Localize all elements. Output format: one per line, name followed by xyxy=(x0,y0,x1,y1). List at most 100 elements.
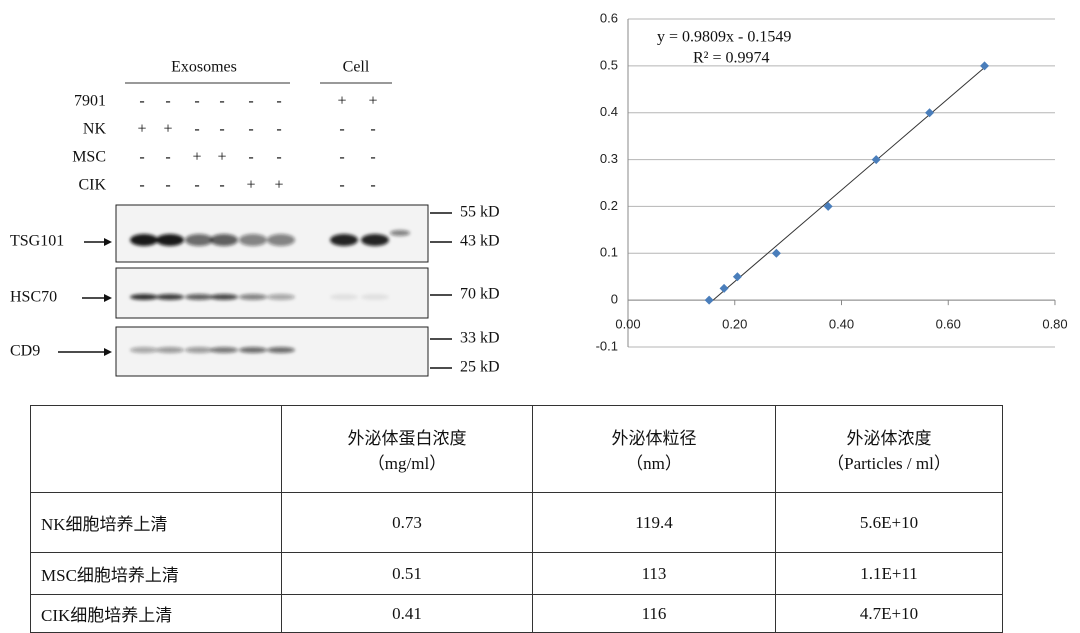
band xyxy=(239,294,267,300)
condition-label: CIK xyxy=(78,177,106,194)
band xyxy=(361,234,389,246)
table-cell: 113 xyxy=(533,553,776,595)
band xyxy=(185,294,213,300)
band xyxy=(210,347,238,353)
condition-label: MSC xyxy=(72,149,106,166)
band xyxy=(185,347,213,353)
point xyxy=(705,296,714,305)
marker-label: 43 kD xyxy=(460,233,500,250)
sign: - xyxy=(248,121,253,138)
sign: + xyxy=(137,121,146,138)
sign: - xyxy=(194,177,199,194)
band xyxy=(185,234,213,246)
y-tick-label: -0.1 xyxy=(596,338,618,353)
table-cell: 0.73 xyxy=(282,493,533,553)
sign: - xyxy=(139,177,144,194)
header-text: （nm） xyxy=(533,449,775,474)
band xyxy=(130,294,158,300)
band xyxy=(330,234,358,246)
sign: - xyxy=(276,121,281,138)
header-cell: 外泌体蛋白浓度（mg/ml） xyxy=(282,406,533,493)
sign: - xyxy=(248,93,253,110)
band xyxy=(156,234,184,246)
band xyxy=(130,234,158,246)
marker-label: 70 kD xyxy=(460,286,500,303)
table-cell: 1.1E+11 xyxy=(776,553,1003,595)
band xyxy=(156,347,184,353)
sign: - xyxy=(370,177,375,194)
sign: - xyxy=(165,177,170,194)
figure: Exosomes Cell 7901------++NK++------MSC-… xyxy=(0,0,1080,400)
header-cell: 外泌体粒径（nm） xyxy=(533,406,776,493)
sign: - xyxy=(339,121,344,138)
protein-label: CD9 xyxy=(10,343,40,360)
y-tick-label: 0.2 xyxy=(600,198,618,213)
table-cell: 116 xyxy=(533,595,776,633)
band xyxy=(361,294,389,300)
header-cell: 外泌体浓度（Particles / ml） xyxy=(776,406,1003,493)
table-cell: NK细胞培养上清 xyxy=(31,493,282,553)
x-tick-label: 0.00 xyxy=(615,317,640,332)
protein-label: HSC70 xyxy=(10,289,57,306)
header-row: 外泌体蛋白浓度（mg/ml） 外泌体粒径（nm） 外泌体浓度（Particles… xyxy=(31,406,1003,493)
point xyxy=(720,284,729,293)
marker-label: 55 kD xyxy=(460,204,500,221)
point xyxy=(925,108,934,117)
band xyxy=(267,234,295,246)
arrowhead xyxy=(104,294,112,302)
sign: - xyxy=(165,149,170,166)
sign: - xyxy=(370,121,375,138)
condition-label: 7901 xyxy=(74,93,106,110)
point xyxy=(772,249,781,258)
marker-label: 25 kD xyxy=(460,359,500,376)
group-label: Cell xyxy=(343,59,370,76)
arrowhead xyxy=(104,348,112,356)
band xyxy=(239,347,267,353)
table-cell: 0.41 xyxy=(282,595,533,633)
sign: - xyxy=(139,93,144,110)
marker-label: 33 kD xyxy=(460,330,500,347)
header-text: 外泌体粒径 xyxy=(533,424,775,449)
y-tick-label: 0.6 xyxy=(600,10,618,25)
blot-panel xyxy=(116,268,428,318)
x-tick-label: 0.80 xyxy=(1042,317,1067,332)
x-tick-label: 0.20 xyxy=(722,317,747,332)
arrowhead xyxy=(104,238,112,246)
sign: - xyxy=(248,149,253,166)
sign: + xyxy=(274,177,283,194)
band xyxy=(210,294,238,300)
band xyxy=(390,230,410,236)
header-text: （Particles / ml） xyxy=(776,449,1002,474)
y-tick-label: 0 xyxy=(611,292,618,307)
table-cell: MSC细胞培养上清 xyxy=(31,553,282,595)
annotation: R² = 0.9974 xyxy=(693,50,770,67)
point xyxy=(824,202,833,211)
y-tick-label: 0.5 xyxy=(600,57,618,72)
annotation: y = 0.9809x - 0.1549 xyxy=(657,29,791,46)
trendline xyxy=(709,67,984,303)
plot-area xyxy=(628,19,1055,347)
sign: + xyxy=(368,93,377,110)
band xyxy=(267,347,295,353)
table-cell: 5.6E+10 xyxy=(776,493,1003,553)
blot-panel xyxy=(116,205,428,262)
table-cell: 119.4 xyxy=(533,493,776,553)
data-table: 外泌体蛋白浓度（mg/ml） 外泌体粒径（nm） 外泌体浓度（Particles… xyxy=(30,405,1003,633)
sign: - xyxy=(139,149,144,166)
table-cell: CIK细胞培养上清 xyxy=(31,595,282,633)
header-text: 外泌体浓度 xyxy=(776,424,1002,449)
x-tick-label: 0.40 xyxy=(829,317,854,332)
sign: - xyxy=(370,149,375,166)
sign: + xyxy=(246,177,255,194)
header-cell xyxy=(31,406,282,493)
point xyxy=(733,272,742,281)
point xyxy=(980,61,989,70)
sign: - xyxy=(339,149,344,166)
header-text: 外泌体蛋白浓度 xyxy=(282,424,532,449)
sign: + xyxy=(337,93,346,110)
sign: - xyxy=(219,177,224,194)
y-tick-label: 0.1 xyxy=(600,245,618,260)
group-label: Exosomes xyxy=(171,59,237,76)
